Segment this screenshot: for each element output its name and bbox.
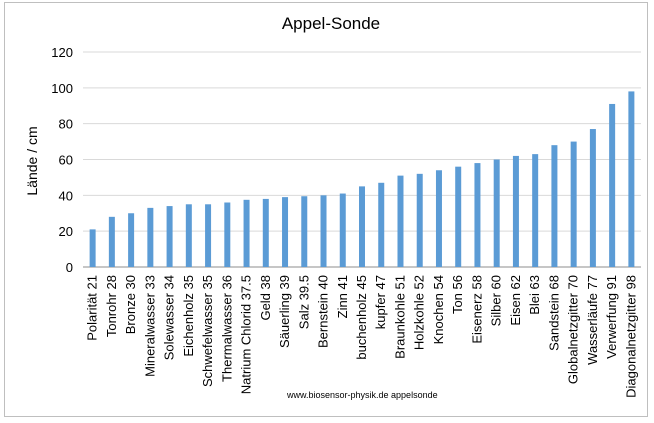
- x-category-label: Holzkohle 52: [412, 275, 427, 350]
- y-axis-label: Lände / cm: [24, 126, 40, 195]
- chart-frame: Appel-Sonde 0 20 40 60 80 100 120 Polarität 21…: [4, 2, 648, 417]
- y-tick-label: 100: [51, 81, 73, 96]
- x-category-label: Säuerling 39: [277, 275, 292, 348]
- bar: [551, 145, 558, 267]
- source-annotation: www.biosensor-physik.de appelsonde: [286, 390, 438, 400]
- x-category-label: Salz 39.5: [296, 275, 311, 329]
- bar: [589, 129, 596, 267]
- bar: [628, 91, 635, 268]
- x-category-label: Thermalwasser 36: [219, 275, 234, 382]
- x-category-label: Silber 60: [489, 275, 504, 326]
- x-category-label: Sandstein 68: [546, 275, 561, 351]
- x-category-label: buchenholz 45: [354, 275, 369, 360]
- bar: [609, 103, 616, 267]
- bars: [89, 91, 635, 268]
- x-category-label: Eichenholz 35: [181, 275, 196, 357]
- y-tick-label: 0: [66, 260, 73, 275]
- x-category-label: Diagonalnetzgitter 98: [623, 275, 638, 398]
- x-axis-category-labels: Polarität 21 Tonrohr 28 Bronze 30 Mineralwa…: [85, 275, 639, 398]
- x-category-label: Natrium Chlorid 37.5: [239, 275, 254, 394]
- bar: [320, 195, 327, 267]
- bar: [185, 204, 192, 267]
- bar: [416, 173, 423, 267]
- x-category-label: Blei 63: [527, 275, 542, 315]
- bar: [243, 199, 250, 267]
- y-tick-label: 80: [59, 117, 73, 132]
- bar: [435, 170, 442, 267]
- y-tick-label: 60: [59, 153, 73, 168]
- x-category-label: Schwefelwasser 35: [200, 275, 215, 387]
- x-category-label: Braunkohle 51: [392, 275, 407, 359]
- x-category-label: Wasserläufe 77: [585, 275, 600, 365]
- bar: [89, 229, 96, 267]
- bar: [224, 202, 231, 267]
- bar: [147, 207, 154, 267]
- x-category-label: Verwerfung 91: [604, 275, 619, 359]
- y-tick-label: 20: [59, 224, 73, 239]
- bar: [378, 182, 385, 267]
- x-category-label: Globalnetzgitter 70: [566, 275, 581, 384]
- bar: [474, 163, 481, 267]
- bar: [205, 204, 212, 267]
- bar: [570, 141, 577, 267]
- x-category-label: Mineralwasser 33: [142, 275, 157, 377]
- chart-title: Appel-Sonde: [282, 14, 380, 33]
- x-category-label: Solewasser 34: [162, 275, 177, 360]
- x-category-label: Eisenerz 58: [469, 275, 484, 344]
- x-category-label: Tonrohr 28: [104, 275, 119, 337]
- x-category-label: Eisen 62: [508, 275, 523, 326]
- bar: [301, 196, 308, 267]
- x-category-label: Geld 38: [258, 275, 273, 321]
- bar: [339, 193, 346, 267]
- bar: [359, 186, 365, 267]
- bar: [493, 159, 500, 267]
- bar: [512, 155, 519, 267]
- x-category-label: Polarität 21: [85, 275, 100, 341]
- x-category-label: kupfer 47: [373, 275, 388, 329]
- y-tick-label: 40: [59, 188, 73, 203]
- bar: [282, 197, 289, 267]
- bar: [455, 166, 462, 267]
- bar: [108, 216, 115, 267]
- x-category-label: Knochen 54: [431, 275, 446, 344]
- bar: [532, 154, 539, 267]
- x-category-label: Bronze 30: [123, 275, 138, 334]
- y-axis-ticks: 0 20 40 60 80 100 120: [51, 45, 73, 275]
- bar-chart: Appel-Sonde 0 20 40 60 80 100 120 Polarität 21…: [24, 14, 641, 400]
- bar: [397, 175, 404, 267]
- x-category-label: Ton 56: [450, 275, 465, 314]
- bar: [166, 206, 173, 267]
- x-category-label: Zinn 41: [335, 275, 350, 318]
- bar: [128, 213, 135, 267]
- bar: [262, 198, 269, 267]
- x-category-label: Bernstein 40: [316, 275, 331, 348]
- y-tick-label: 120: [51, 45, 73, 60]
